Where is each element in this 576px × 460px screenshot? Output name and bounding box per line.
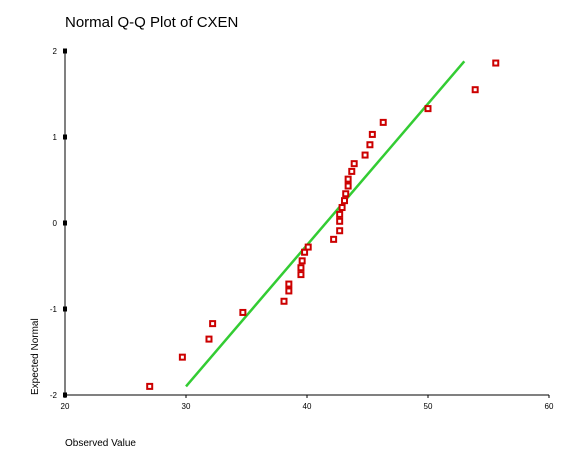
data-point — [178, 353, 186, 361]
data-point — [471, 86, 479, 94]
y-axis-ticks: -2 -1 0 1 2 — [50, 47, 67, 400]
data-point — [336, 210, 344, 218]
data-point — [297, 264, 305, 272]
y-tick-label: -1 — [50, 305, 58, 314]
data-point — [205, 335, 213, 343]
x-tick-label: 30 — [182, 402, 191, 411]
y-tick-mark — [63, 220, 67, 226]
data-point — [336, 217, 344, 225]
y-tick-label: 1 — [53, 133, 58, 142]
x-axis-label: Observed Value — [65, 438, 136, 449]
y-tick-mark — [63, 134, 67, 140]
data-point — [304, 243, 312, 251]
x-axis-ticks: 20 30 40 50 60 — [61, 395, 554, 411]
reference-line — [185, 60, 466, 388]
data-point — [348, 167, 356, 175]
data-points — [146, 59, 500, 390]
data-point — [280, 297, 288, 305]
data-point — [285, 287, 293, 295]
y-tick-label: 2 — [53, 47, 58, 56]
data-point — [342, 190, 350, 198]
y-tick-label: 0 — [53, 219, 58, 228]
data-point — [330, 235, 338, 243]
y-tick-mark — [63, 392, 67, 398]
data-point — [297, 271, 305, 279]
y-tick-mark — [63, 48, 67, 54]
data-point — [492, 59, 500, 67]
data-point — [424, 105, 432, 113]
data-point — [361, 151, 369, 159]
data-point — [366, 141, 374, 149]
data-point — [338, 204, 346, 212]
data-point — [285, 280, 293, 288]
plot-area: 20 30 40 50 60 -2 -1 0 1 2 — [50, 47, 554, 411]
data-point — [341, 197, 349, 205]
data-point — [344, 175, 352, 183]
data-point — [146, 382, 154, 390]
y-tick-label: -2 — [50, 391, 58, 400]
data-point — [368, 130, 376, 138]
data-point — [301, 248, 309, 256]
y-tick-mark — [63, 306, 67, 312]
data-point — [298, 257, 306, 265]
y-axis-label: Expected Normal — [30, 318, 41, 395]
data-point — [209, 320, 217, 328]
x-tick-label: 50 — [424, 402, 433, 411]
x-tick-label: 40 — [303, 402, 312, 411]
data-point — [239, 308, 247, 316]
data-point — [350, 160, 358, 168]
data-point — [344, 182, 352, 190]
x-tick-label: 20 — [61, 402, 70, 411]
data-point — [336, 227, 344, 235]
x-tick-label: 60 — [545, 402, 554, 411]
chart-title: Normal Q-Q Plot of CXEN — [65, 14, 238, 31]
data-point — [379, 118, 387, 126]
